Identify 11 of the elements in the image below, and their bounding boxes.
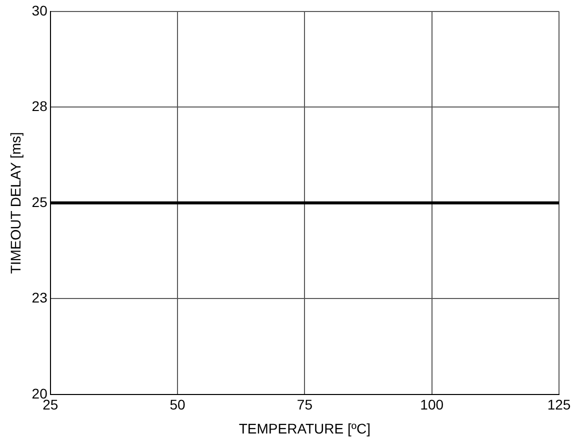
y-tick-label: 28 bbox=[32, 98, 48, 114]
y-axis-title: TIMEOUT DELAY [ms] bbox=[7, 132, 24, 274]
x-axis-title: TEMPERATURE [ºC] bbox=[238, 420, 371, 436]
y-tick-label: 25 bbox=[32, 194, 48, 210]
x-tick-label: 125 bbox=[547, 396, 571, 413]
y-tick-label: 20 bbox=[32, 385, 48, 402]
x-tick-label: 50 bbox=[170, 396, 186, 413]
y-tick-label: 30 bbox=[32, 2, 48, 18]
x-tick-label: 100 bbox=[420, 396, 444, 413]
y-tick-label: 23 bbox=[32, 290, 48, 306]
x-tick-label: 75 bbox=[296, 396, 313, 413]
